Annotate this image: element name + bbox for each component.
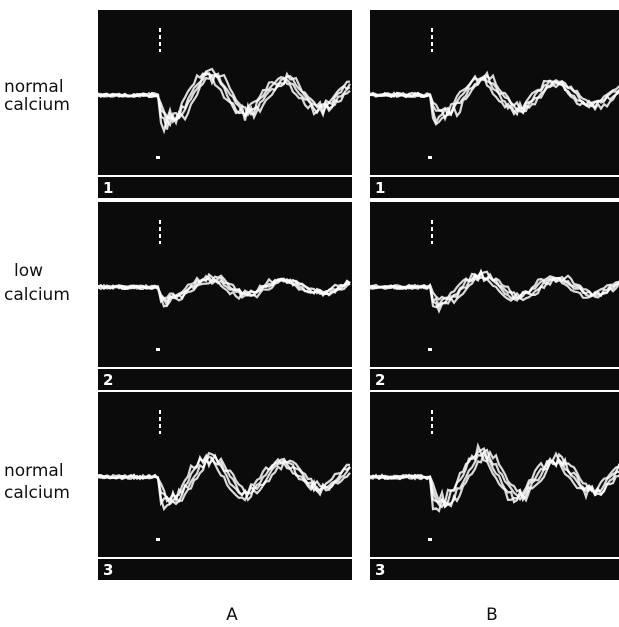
dot (428, 156, 432, 159)
dot (156, 538, 160, 541)
trace (369, 442, 619, 513)
dot (156, 156, 160, 159)
panel-number: 1 (103, 179, 113, 197)
row-label: low (14, 261, 43, 281)
dot (428, 348, 432, 351)
panel-number: 3 (375, 561, 385, 579)
dot (156, 348, 160, 351)
panel-number: 2 (375, 371, 385, 389)
oscilloscope-panel (370, 202, 619, 390)
oscilloscope-panel (98, 202, 352, 390)
oscilloscope-panel (370, 392, 619, 580)
row-label: calcium (4, 285, 70, 305)
trace (97, 274, 351, 308)
trace (369, 272, 619, 309)
column-label: A (226, 605, 238, 625)
trace (97, 72, 351, 135)
trace (369, 74, 619, 126)
trace (97, 453, 351, 507)
panel-number: 3 (103, 561, 113, 579)
dot (428, 538, 432, 541)
panel-number: 2 (103, 371, 113, 389)
trace (97, 67, 351, 130)
trace (369, 269, 619, 309)
row-label: normal (4, 77, 64, 97)
panel-number: 1 (375, 179, 385, 197)
column-label: B (486, 605, 498, 625)
row-label: normal (4, 461, 64, 481)
trace (97, 453, 351, 506)
row-label: calcium (4, 483, 70, 503)
trace (97, 275, 351, 308)
trace (369, 75, 619, 125)
row-label: calcium (4, 95, 70, 115)
